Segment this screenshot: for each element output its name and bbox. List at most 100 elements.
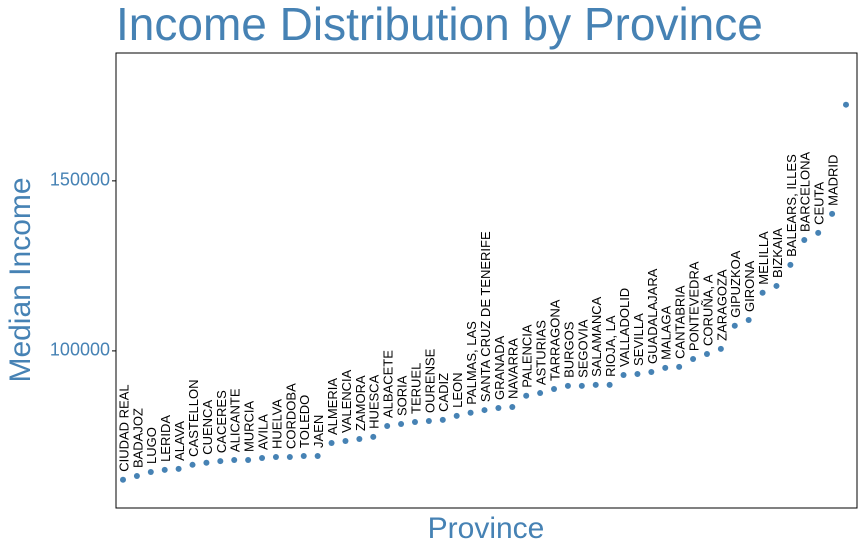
point-label: ASTURIAS (534, 320, 549, 385)
point (773, 282, 780, 289)
point (217, 458, 224, 465)
point (328, 440, 335, 447)
point-label: HUESCA (367, 374, 382, 429)
x-axis-title: Province (428, 512, 545, 545)
point (231, 457, 238, 464)
point-label: GIRONA (742, 260, 757, 312)
point (592, 381, 599, 388)
point (815, 229, 822, 236)
point-label: SEVILLA (631, 313, 646, 366)
point-label: TOLEDO (297, 395, 312, 448)
point-label: MADRID (826, 155, 841, 206)
point-label: CUENCA (200, 400, 215, 455)
point (286, 453, 293, 460)
point (245, 457, 252, 464)
point (147, 468, 154, 475)
point (648, 368, 655, 375)
point-label: SANTA CRUZ DE TENERIFE (478, 231, 493, 402)
point (731, 322, 738, 329)
point (787, 261, 794, 268)
point (161, 466, 168, 473)
point (801, 237, 808, 244)
point (370, 433, 377, 440)
point-label: VALENCIA (339, 369, 354, 433)
point-label: PALENCIA (520, 324, 535, 388)
point-label: GUADALAJARA (645, 268, 660, 364)
point-label: NAVARRA (506, 338, 521, 399)
point (175, 465, 182, 472)
point (384, 423, 391, 430)
point-label: CIUDAD REAL (116, 384, 131, 471)
point-label: HUELVA (269, 399, 284, 449)
point-label: ZARAGOZA (714, 269, 729, 341)
y-tick-label: 150000 (50, 170, 110, 190)
point (495, 405, 502, 412)
point-label: PONTEVEDRA (686, 261, 701, 351)
point-label: OURENSE (422, 348, 437, 413)
point-label: SALAMANCA (589, 296, 604, 377)
point (203, 459, 210, 466)
point-label: CORUÑA, A (700, 274, 715, 346)
point-label: CORDOBA (283, 383, 298, 449)
point-label: ALMERIA (325, 378, 340, 435)
point (453, 412, 460, 419)
y-axis-title: Median Income (4, 177, 37, 382)
point (662, 364, 669, 371)
point-label: BALEARS, ILLES (784, 154, 799, 257)
point-label: ALICANTE (228, 388, 243, 452)
point-label: CASTELLON (186, 379, 201, 456)
point-label: GRANADA (492, 335, 507, 400)
point (300, 452, 307, 459)
point (120, 476, 126, 483)
point-label: SEGOVIA (575, 319, 590, 378)
point-label: GIPUZKOA (728, 250, 743, 318)
point-label: CANTABRIA (673, 285, 688, 359)
point (481, 407, 488, 414)
point (745, 316, 752, 323)
point-label: RIOJA, LA (603, 315, 618, 377)
point-label: SORIA (395, 375, 410, 416)
plot-border (115, 52, 858, 509)
point (314, 452, 321, 459)
point-label: ALAVA (172, 421, 187, 461)
point-label: CACERES (214, 390, 229, 453)
point (578, 382, 585, 389)
point-label: LEON (450, 372, 465, 407)
point (467, 409, 474, 416)
point (676, 363, 683, 370)
point (843, 101, 849, 108)
y-tick-label: 100000 (50, 340, 110, 360)
point (439, 416, 446, 423)
point-label: TARRAGONA (547, 299, 562, 381)
point (564, 382, 571, 389)
point (620, 372, 627, 379)
point (606, 381, 613, 388)
point-label: ZAMORA (353, 375, 368, 431)
point-label: CEUTA (812, 181, 827, 224)
point-label: BARCELONA (798, 152, 813, 233)
point (509, 404, 516, 411)
point (398, 421, 405, 428)
point-label: LUGO (144, 427, 159, 464)
point (690, 356, 697, 363)
point-label: CADIZ (436, 373, 451, 412)
point (411, 418, 418, 425)
point-label: AVILA (255, 414, 270, 450)
point (717, 345, 724, 352)
point (537, 390, 544, 397)
point-label: LERIDA (158, 415, 173, 462)
point-label: MURCIA (242, 400, 257, 452)
point (189, 461, 196, 468)
point-label: BIZKAIA (770, 228, 785, 278)
point-label: BURGOS (561, 321, 576, 378)
point-label: VALLADOLID (617, 288, 632, 367)
point (829, 210, 836, 217)
point (759, 289, 766, 296)
point (133, 473, 140, 480)
point-label: MELILLA (756, 231, 771, 285)
point (272, 453, 279, 460)
point (342, 438, 349, 445)
point-label: BADAJOZ (130, 408, 145, 468)
